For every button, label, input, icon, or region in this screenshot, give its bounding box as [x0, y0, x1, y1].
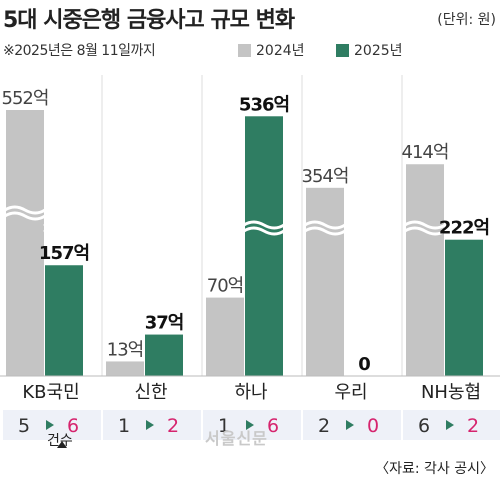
axis-break-mark: [243, 220, 285, 230]
axis-break-mark: [304, 226, 346, 236]
counts-pointer: [57, 441, 67, 448]
count-2024: 1: [218, 415, 230, 437]
legend-item-2024: 2024년: [238, 40, 305, 60]
count-arrow: [146, 420, 154, 430]
count-2025: 2: [167, 415, 179, 437]
count-2025: 0: [367, 415, 379, 437]
data-label-2024: 13억: [107, 339, 143, 360]
data-label-2025: 157억: [39, 243, 89, 264]
watermark: 서울신문: [205, 429, 268, 448]
bar-2025: [145, 334, 183, 376]
count-2025: 6: [67, 415, 79, 437]
legend-swatch-2025: [336, 43, 349, 57]
legend-label-2025: 2025년: [354, 43, 403, 59]
unit-note: (단위: 원): [437, 12, 496, 28]
data-label-2024: 552억: [2, 88, 49, 109]
bar-2024: [6, 110, 44, 376]
axis-break-mark: [443, 221, 485, 231]
count-arrow: [46, 420, 54, 430]
data-label-2024: 414억: [402, 142, 449, 163]
axis-break-mark: [4, 205, 46, 215]
data-label-2025: 222억: [439, 218, 489, 239]
category-label: 우리: [334, 382, 367, 403]
chart-title: 5대 시중은행 금융사고 규모 변화: [3, 8, 295, 33]
count-arrow: [446, 420, 454, 430]
count-arrow: [346, 420, 354, 430]
axis-break-mark: [404, 226, 446, 236]
category-label: KB국민: [22, 382, 79, 403]
bar-2024: [206, 297, 244, 376]
axis-break-mark: [304, 220, 346, 230]
legend-item-2025: 2025년: [336, 40, 403, 60]
count-2024: 5: [18, 415, 30, 437]
count-2024: 1: [118, 415, 130, 437]
axis-break-mark: [43, 227, 85, 237]
source-note: 〈자료: 각사 공시〉: [375, 461, 494, 477]
legend-label-2024: 2024년: [256, 43, 305, 59]
bar-2024: [306, 187, 344, 376]
count-2024: 6: [418, 415, 430, 437]
footnote: ※2025년은 8월 11일까지: [3, 43, 156, 59]
count-2024: 2: [318, 415, 330, 437]
category-label: NH농협: [421, 382, 481, 403]
axis-break-mark: [443, 227, 485, 237]
data-label-2025: 0: [358, 354, 370, 375]
category-label: 하나: [234, 382, 267, 403]
bar-2025: [45, 265, 83, 376]
counts-label: 건수: [47, 433, 73, 449]
data-label-2025: 37억: [145, 313, 184, 334]
bar-2024: [106, 361, 144, 376]
axis-break-mark: [43, 221, 85, 231]
data-label-2024: 354억: [302, 166, 349, 187]
bar-2025: [445, 239, 483, 376]
axis-break-mark: [243, 226, 285, 236]
category-label: 신한: [134, 382, 167, 403]
count-2025: 6: [267, 415, 279, 437]
count-2025: 2: [467, 415, 479, 437]
axis-break-mark: [4, 211, 46, 221]
data-label-2024: 70억: [207, 276, 243, 297]
data-label-2025: 536억: [239, 94, 289, 115]
legend-swatch-2024: [238, 43, 251, 57]
bar-2025: [245, 116, 283, 376]
axis-break-mark: [404, 220, 446, 230]
bar-2024: [406, 164, 444, 376]
count-arrow: [246, 420, 254, 430]
